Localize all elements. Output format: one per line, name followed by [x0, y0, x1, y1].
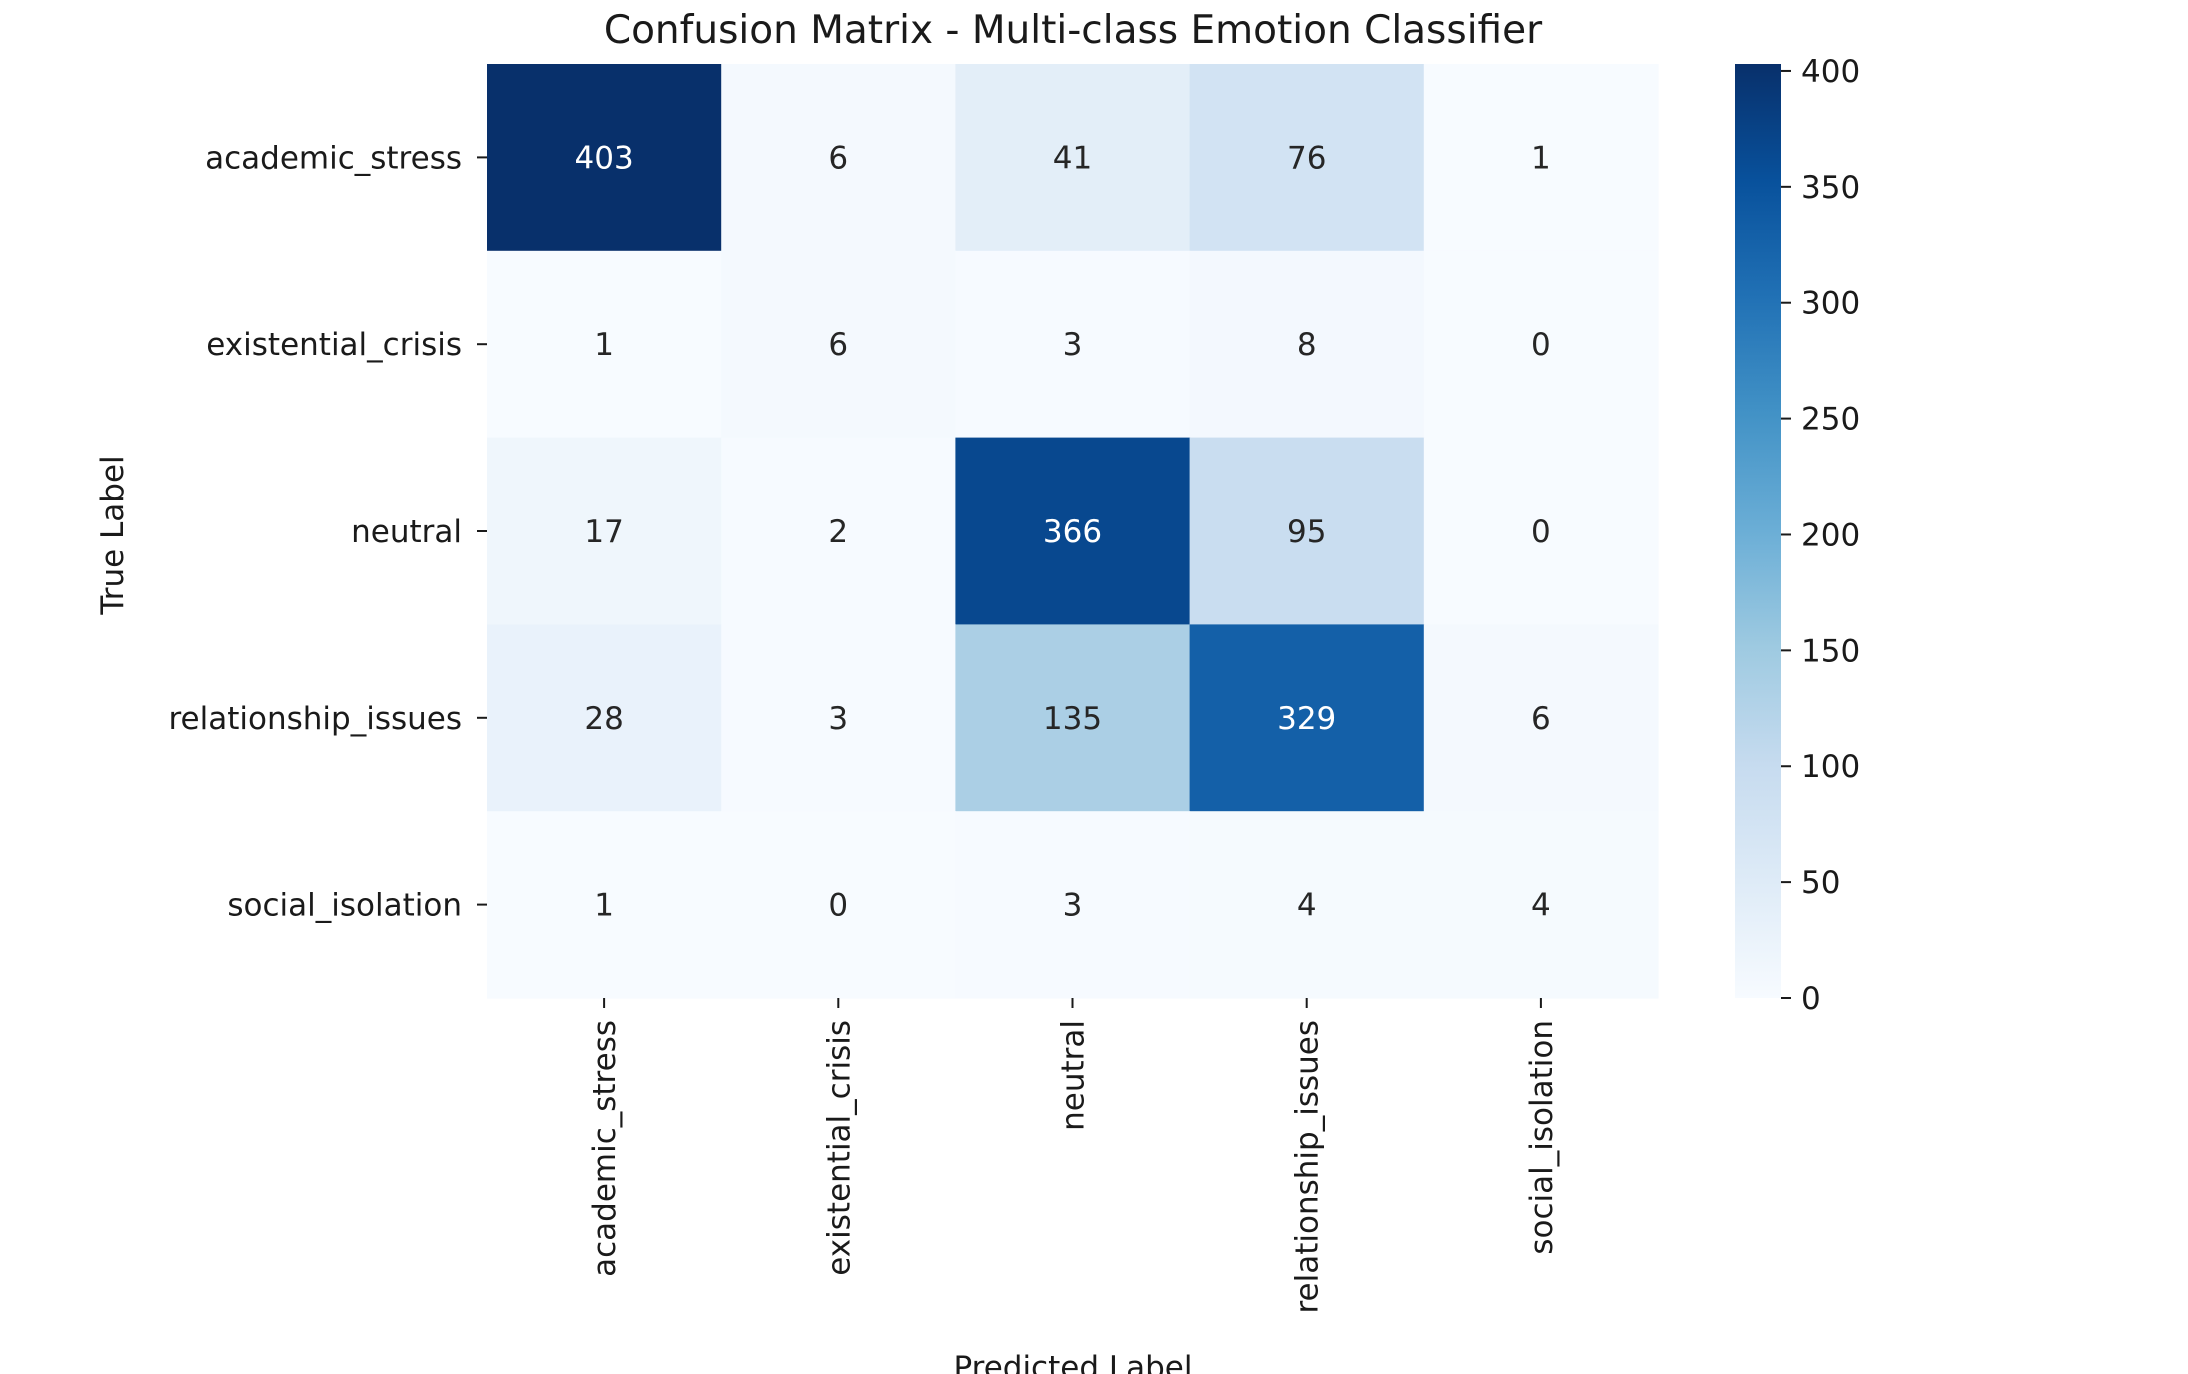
heatmap-cell-r2-c4 — [1423, 437, 1659, 625]
heatmap-cell-r2-c3 — [1189, 437, 1425, 625]
colorbar-tick-label-0: 0 — [1801, 981, 1821, 1017]
colorbar-ticks: 0 50 100 150 200 250 300 350 400 — [1781, 54, 1860, 1017]
y-axis-ticks: academic_stress existential_crisisneutral… — [168, 140, 487, 924]
cell-value-r1-c2: 3 — [1063, 327, 1083, 363]
cell-value-r3-c3: 329 — [1277, 701, 1336, 737]
y-tick-label-1: existential_crisis — [206, 327, 462, 363]
y-tick-label-2: neutral — [351, 514, 462, 550]
x-tick-label-2: neutral — [1056, 1020, 1092, 1131]
x-axis-label: Predicted Label — [953, 1350, 1192, 1374]
heatmap-cell-labels: 403 6 41 76 1 1 6 3 8 0 17 2 366 95 0 28 3 135 329 6 1 0 3 4 4 — [575, 140, 1551, 923]
heatmap-cell-r2-c2 — [955, 437, 1191, 625]
cell-value-r0-c1: 6 — [828, 140, 848, 176]
heatmap-cell-r1-c2 — [955, 250, 1191, 439]
heatmap-cell-r2-c1 — [721, 437, 956, 625]
heatmap-cell-r4-c1 — [721, 811, 956, 999]
colorbar — [1735, 64, 1781, 998]
y-tick-label-3: relationship_issues — [168, 701, 462, 737]
cell-value-r2-c2: 366 — [1043, 514, 1102, 550]
cell-value-r4-c2: 3 — [1063, 888, 1083, 924]
x-tick-label-4: social_isolation — [1524, 1020, 1560, 1255]
x-tick-label-3: relationship_issues — [1290, 1020, 1326, 1314]
colorbar-tick-label-7: 350 — [1801, 170, 1860, 206]
y-tick-label-4: social_isolation — [227, 888, 462, 924]
cell-value-r4-c3: 4 — [1297, 888, 1317, 924]
x-axis-ticks: academic_stress existential_crisis neutral… — [587, 998, 1560, 1314]
heatmap-cell-r1-c0 — [487, 250, 722, 439]
cell-value-r0-c3: 76 — [1287, 140, 1326, 176]
heatmap-cell-r0-c0 — [487, 64, 722, 252]
cell-value-r4-c4: 4 — [1531, 888, 1551, 924]
x-tick-label-0: academic_stress — [587, 1020, 623, 1277]
heatmap-cell-r3-c0 — [487, 624, 722, 812]
cell-value-r3-c2: 135 — [1043, 701, 1102, 737]
cell-value-r4-c0: 1 — [594, 888, 614, 924]
colorbar-tick-label-8: 400 — [1801, 54, 1860, 90]
cell-value-r1-c0: 1 — [594, 327, 614, 363]
cell-value-r2-c0: 17 — [584, 514, 623, 550]
heatmap-cell-r4-c3 — [1189, 811, 1425, 999]
cell-value-r4-c1: 0 — [828, 888, 848, 924]
cell-value-r2-c1: 2 — [828, 514, 848, 550]
colorbar-tick-label-3: 150 — [1801, 633, 1860, 669]
cell-value-r1-c4: 0 — [1531, 327, 1551, 363]
colorbar-tick-label-1: 50 — [1801, 865, 1840, 901]
cell-value-r1-c3: 8 — [1297, 327, 1317, 363]
colorbar-tick-label-5: 250 — [1801, 402, 1860, 438]
colorbar-tick-label-6: 300 — [1801, 286, 1860, 322]
x-tick-label-1: existential_crisis — [821, 1020, 857, 1276]
heatmap-cell-r0-c4 — [1423, 64, 1659, 252]
colorbar-tick-label-2: 100 — [1801, 749, 1860, 785]
cell-value-r3-c1: 3 — [828, 701, 848, 737]
heatmap-cell-r4-c4 — [1423, 811, 1659, 999]
chart-title: Confusion Matrix - Multi-class Emotion C… — [604, 8, 1543, 53]
cell-value-r0-c4: 1 — [1531, 140, 1551, 176]
y-tick-label-0: academic_stress — [205, 140, 462, 176]
colorbar-tick-label-4: 200 — [1801, 517, 1860, 553]
heatmap-cell-r0-c2 — [955, 64, 1191, 252]
heatmap-cell-r3-c2 — [955, 624, 1191, 812]
heatmap-cell-r4-c0 — [487, 811, 722, 999]
cell-value-r1-c1: 6 — [828, 327, 848, 363]
cell-value-r0-c0: 403 — [575, 140, 634, 176]
cell-value-r3-c4: 6 — [1531, 701, 1551, 737]
heatmap-cell-r3-c1 — [721, 624, 956, 812]
heatmap-cell-r1-c3 — [1189, 250, 1425, 439]
cell-value-r2-c4: 0 — [1531, 514, 1551, 550]
heatmap-cell-r4-c2 — [955, 811, 1191, 999]
heatmap-cell-r0-c1 — [721, 64, 956, 252]
heatmap-cell-r0-c3 — [1189, 64, 1425, 252]
heatmap-cell-r3-c4 — [1423, 624, 1659, 812]
y-axis-label: True Label — [95, 455, 131, 615]
cell-value-r3-c0: 28 — [584, 701, 623, 737]
cell-value-r0-c2: 41 — [1053, 140, 1092, 176]
heatmap-cell-r1-c4 — [1423, 250, 1659, 439]
cell-value-r2-c3: 95 — [1287, 514, 1326, 550]
heatmap-cells — [487, 64, 1659, 999]
heatmap-cell-r1-c1 — [721, 250, 956, 439]
heatmap-cell-r3-c3 — [1189, 624, 1425, 812]
heatmap-cell-r2-c0 — [487, 437, 722, 625]
